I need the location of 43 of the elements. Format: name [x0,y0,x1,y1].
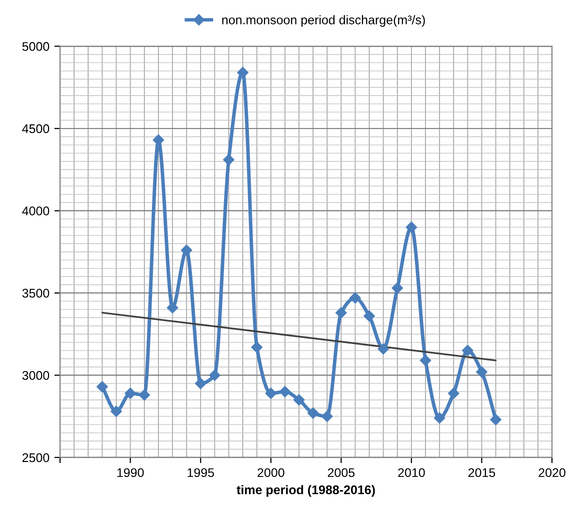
point [237,66,248,78]
x-axis-title: time period (1988-2016) [236,485,375,497]
point [462,344,474,356]
y-tick-label: 4000 [22,206,50,216]
point [96,381,108,392]
point [420,354,432,366]
point [265,388,276,399]
x-tick-label: 1995 [188,468,214,478]
x-tick-label: 2000 [258,468,284,478]
point [406,222,418,233]
point [321,410,333,422]
y-tick-label: 4500 [22,124,50,134]
x-tick-label: 1990 [117,468,144,478]
x-tick-label: 2005 [328,468,355,478]
point [209,370,220,381]
point [195,378,206,390]
point [293,394,305,406]
point [434,412,446,424]
point [180,244,192,256]
point [110,406,122,418]
point [223,154,234,166]
point [364,310,375,322]
point [476,366,488,378]
point [166,302,178,314]
legend-label: non.monsoon period discharge(m³/s) [222,15,425,27]
y-tick-label: 3500 [22,288,50,298]
point [124,388,136,399]
point [251,342,262,353]
y-tick-label: 3000 [22,371,50,380]
point [378,343,389,355]
y-tick-label: 5000 [22,42,50,51]
x-tick-label: 2015 [468,468,496,478]
x-tick-label: 2020 [538,468,566,478]
point [350,292,361,304]
x-tick-label: 2010 [398,468,425,478]
point [138,389,150,401]
point [279,386,291,398]
point [336,307,347,318]
point [490,414,502,426]
point [448,388,460,399]
point [392,282,403,294]
point [307,407,319,419]
y-tick-label: 2500 [22,453,50,462]
